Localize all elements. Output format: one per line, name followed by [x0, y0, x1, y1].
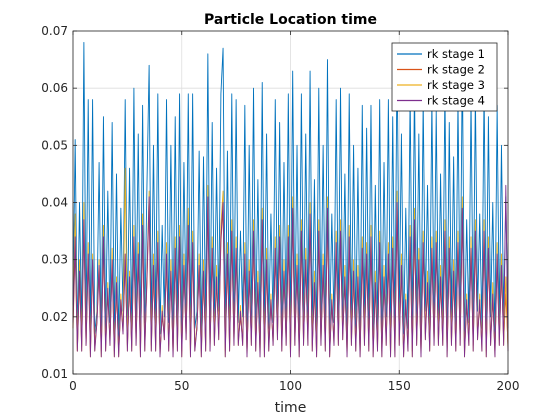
x-tick-label-0: 0: [69, 379, 77, 393]
ticks: 0 50 100 150 200 0.01 0.02 0.03 0.04 0.05 0.06 0.07: [41, 24, 519, 393]
y-tick-label-0: 0.01: [41, 367, 68, 381]
series-group: [72, 41, 509, 358]
legend: rk stage 1 rk stage 2rk stage 3 rk stage 4: [391, 42, 498, 112]
x-axis-label: time: [275, 400, 307, 416]
y-tick-label-4: 0.05: [41, 138, 68, 152]
x-tick-label-2: 100: [279, 379, 302, 393]
legend-label-4: rk stage 4: [427, 94, 485, 108]
y-tick-label-5: 0.06: [41, 81, 68, 95]
x-tick-label-3: 150: [388, 379, 411, 393]
y-tick-label-3: 0.04: [41, 196, 68, 210]
y-tick-label-2: 0.03: [41, 253, 68, 267]
legend-label-3: rk stage 3: [427, 78, 485, 92]
series-line-4: [72, 184, 509, 358]
chart-title: Particle Location time: [204, 12, 377, 28]
y-tick-label-6: 0.07: [41, 24, 68, 38]
legend-label-1: rk stage 1: [427, 47, 485, 61]
x-tick-label-4: 200: [497, 379, 520, 393]
x-tick-label-1: 50: [174, 379, 189, 393]
y-tick-label-1: 0.02: [41, 310, 68, 324]
legend-label-2: rk stage 2: [427, 63, 485, 77]
